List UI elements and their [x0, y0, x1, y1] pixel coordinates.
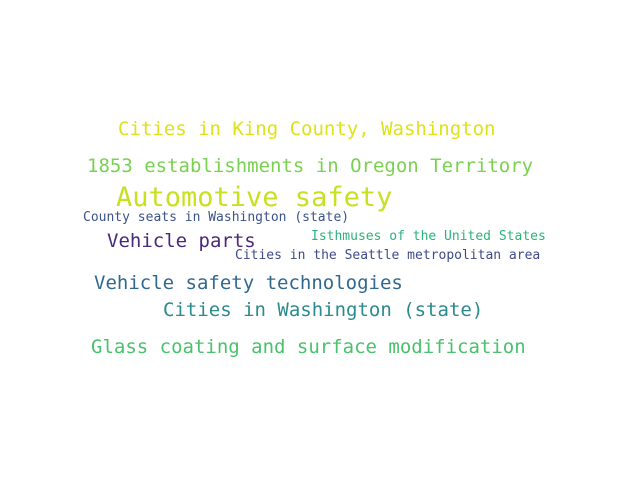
word-cities-in-king-county: Cities in King County, Washington	[118, 118, 496, 140]
word-county-seats-washington: County seats in Washington (state)	[83, 210, 350, 225]
word-cities-in-washington-state: Cities in Washington (state)	[163, 299, 484, 321]
word-isthmuses-united-states: Isthmuses of the United States	[311, 229, 546, 244]
word-glass-coating-surface-modification: Glass coating and surface modification	[91, 336, 526, 358]
word-automotive-safety: Automotive safety	[116, 182, 393, 213]
word-vehicle-parts: Vehicle parts	[107, 230, 256, 252]
word-vehicle-safety-technologies: Vehicle safety technologies	[94, 272, 403, 294]
word-cities-seattle-metro: Cities in the Seattle metropolitan area	[235, 248, 541, 263]
word-1853-establishments-oregon-territory: 1853 establishments in Oregon Territory	[87, 155, 534, 177]
